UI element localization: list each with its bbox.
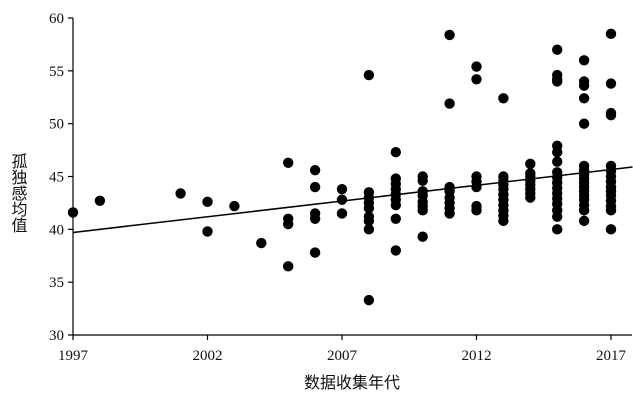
data-point (471, 61, 482, 72)
data-point (363, 224, 375, 235)
data-point (202, 226, 213, 237)
x-tick-label: 1997 (58, 348, 89, 364)
data-point (309, 164, 321, 176)
data-point (605, 224, 617, 235)
data-point (202, 196, 213, 208)
data-point (283, 261, 294, 272)
data-point (498, 93, 509, 104)
data-point (552, 146, 563, 158)
data-point (390, 213, 401, 224)
data-point (444, 29, 455, 41)
data-point (417, 231, 428, 242)
data-point (363, 69, 375, 81)
data-point (552, 156, 563, 167)
data-point (363, 203, 375, 214)
data-point (256, 237, 267, 249)
data-point (444, 208, 455, 219)
y-tick-label: 40 (49, 222, 64, 238)
x-ticks: 1997 2002 2007 2012 2017 (58, 335, 627, 364)
data-point (578, 205, 590, 216)
data-point (578, 215, 590, 227)
x-axis-title: 数据收集年代 (304, 373, 400, 392)
data-point (390, 146, 401, 158)
y-tick-label: 30 (49, 328, 64, 344)
data-point (336, 183, 348, 195)
data-point (471, 74, 482, 85)
data-point (605, 205, 617, 216)
data-point (552, 224, 563, 235)
data-point (471, 205, 482, 216)
y-tick-label: 60 (49, 11, 64, 27)
data-point (552, 76, 563, 87)
data-point (498, 215, 509, 227)
data-point (309, 181, 321, 193)
data-point (417, 205, 428, 216)
data-point (363, 294, 375, 306)
data-point (605, 110, 617, 121)
data-point (605, 28, 617, 40)
data-point (229, 200, 240, 212)
data-point (336, 194, 348, 205)
y-tick-label: 35 (49, 275, 64, 291)
data-point (471, 181, 482, 193)
x-tick-label: 2012 (462, 348, 492, 364)
data-point (309, 247, 321, 258)
y-tick-label: 55 (49, 64, 64, 80)
data-point (525, 192, 536, 203)
data-point (605, 78, 617, 89)
data-point (390, 199, 401, 211)
y-axis-title: 孤独感均值 (9, 153, 28, 233)
data-point (363, 215, 375, 227)
data-point (578, 55, 590, 66)
x-tick-label: 2002 (193, 348, 223, 364)
x-tick-label: 2017 (596, 348, 627, 364)
data-point (417, 175, 428, 186)
data-point (552, 211, 563, 222)
y-tick-label: 50 (49, 117, 64, 133)
trend-line (72, 166, 633, 234)
y-tick-label: 45 (49, 170, 64, 186)
data-point (552, 44, 563, 55)
data-point (578, 118, 590, 129)
x-tick-label: 2007 (327, 348, 358, 364)
data-point (578, 80, 590, 91)
data-point (578, 93, 590, 104)
data-point (390, 245, 401, 256)
data-point (283, 218, 294, 230)
y-ticks: 30 35 40 45 50 55 60 (49, 11, 73, 344)
data-point (175, 188, 186, 199)
data-point (309, 213, 321, 224)
data-point (336, 208, 348, 219)
data-point (444, 98, 455, 109)
data-point (67, 207, 79, 218)
data-point (283, 157, 294, 168)
data-point (525, 158, 536, 170)
data-point (94, 195, 106, 207)
data-points (67, 28, 617, 306)
